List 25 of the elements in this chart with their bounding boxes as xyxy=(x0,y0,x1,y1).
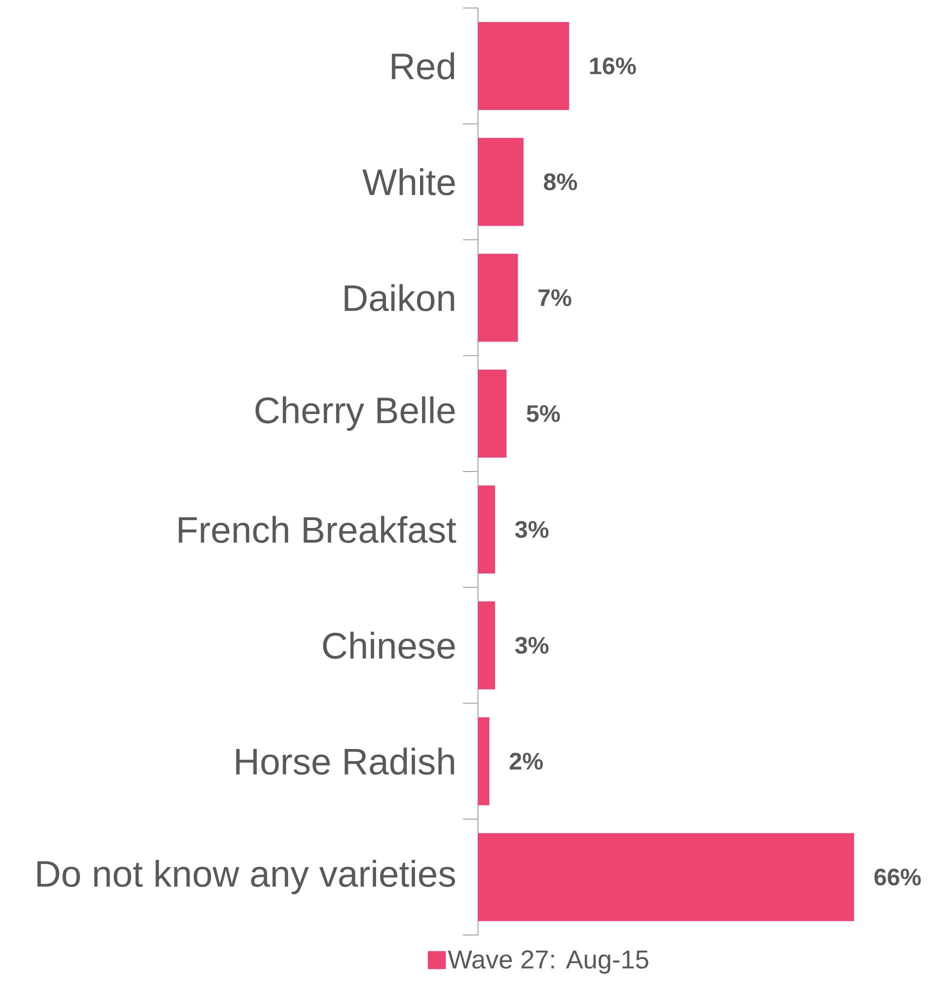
data-label: 8% xyxy=(544,173,578,190)
bar xyxy=(478,833,854,922)
bar xyxy=(478,138,524,226)
y-tick-label: Chinese xyxy=(323,632,455,659)
data-label: 66% xyxy=(874,868,921,886)
y-tick-label: Red xyxy=(392,52,454,80)
data-label: 2% xyxy=(510,752,543,770)
bar xyxy=(478,22,570,110)
y-tick-label: Horse Radish xyxy=(236,748,454,775)
y-tick-label: Daikon xyxy=(344,284,454,312)
bar xyxy=(478,254,518,342)
bar xyxy=(478,601,496,690)
bar xyxy=(478,370,506,458)
data-label: 16% xyxy=(590,57,636,74)
y-tick-label: White xyxy=(362,168,455,196)
data-label: 5% xyxy=(526,405,560,422)
data-label: 3% xyxy=(515,636,549,654)
y-tick-label: French Breakfast xyxy=(178,516,456,543)
legend-label: Wave 27: Aug-15 xyxy=(448,950,648,974)
y-tick-label: Cherry Belle xyxy=(256,396,455,431)
data-label: 7% xyxy=(538,289,572,306)
data-label: 3% xyxy=(515,520,549,538)
bar xyxy=(478,485,496,574)
y-tick-label: Do not know any varieties xyxy=(37,860,456,894)
bar xyxy=(478,717,490,806)
